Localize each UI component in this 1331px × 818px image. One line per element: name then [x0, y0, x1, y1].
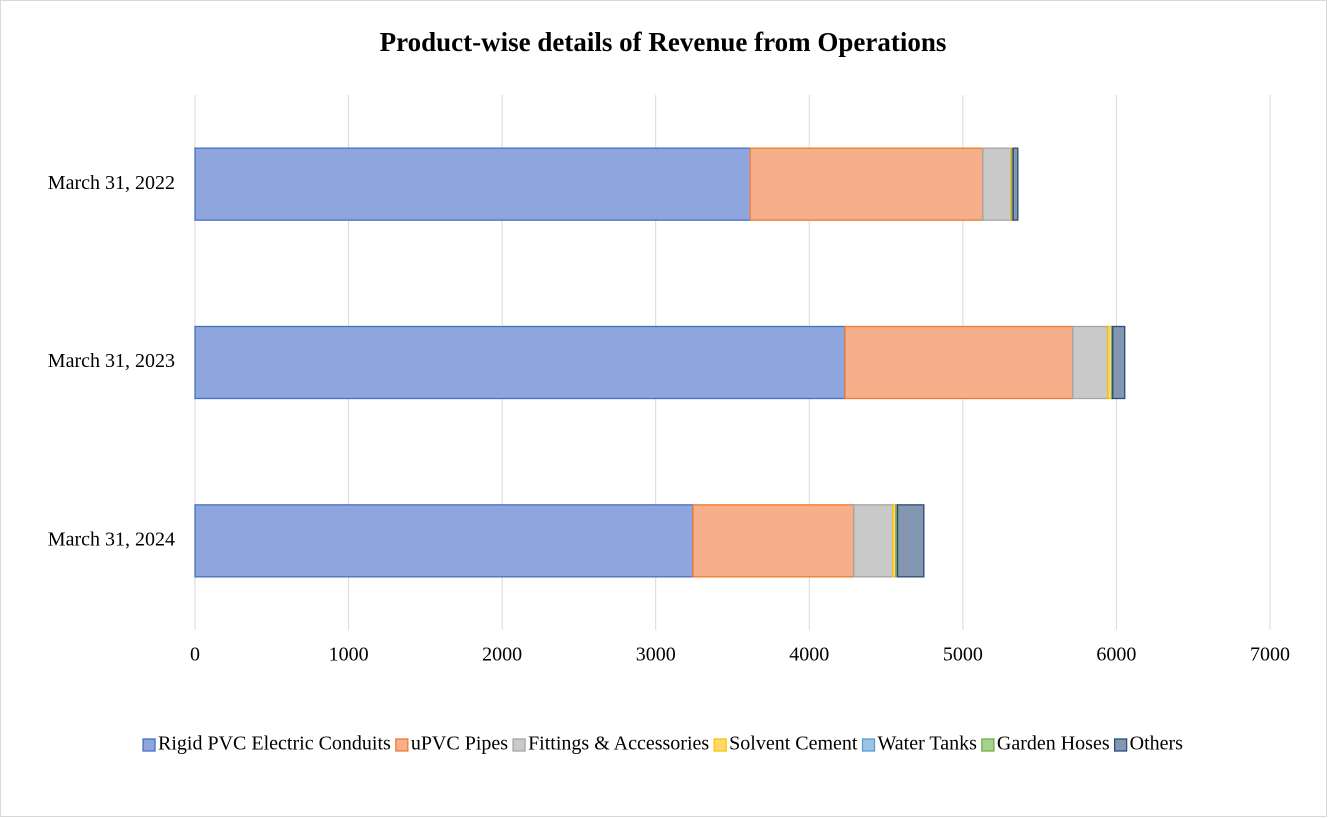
legend-label: Fittings & Accessories	[528, 733, 709, 755]
legend-swatch	[981, 738, 995, 752]
chart-title: Product-wise details of Revenue from Ope…	[380, 27, 947, 57]
bar-segment	[194, 325, 846, 400]
x-tick-label: 4000	[789, 644, 829, 666]
legend-label: Garden Hoses	[997, 733, 1110, 755]
bar-segment	[844, 325, 1074, 400]
x-tick-label: 0	[190, 644, 200, 666]
x-tick-label: 1000	[329, 644, 369, 666]
legend-swatch	[512, 738, 526, 752]
bar-segment	[1112, 325, 1126, 400]
legend-swatch	[861, 738, 876, 752]
legend-label: Water Tanks	[878, 733, 978, 755]
bar-segment	[1072, 325, 1109, 400]
x-tick-label: 7000	[1250, 644, 1290, 666]
legend-swatch	[1113, 738, 1128, 752]
x-tick-label: 6000	[1096, 644, 1136, 666]
legend-swatch	[395, 738, 409, 752]
legend-label: Others	[1130, 733, 1184, 755]
legend-label: uPVC Pipes	[411, 733, 508, 755]
legend-label: Solvent Cement	[729, 733, 858, 755]
bar-segment	[853, 504, 894, 578]
x-tick-label: 3000	[636, 644, 676, 666]
legend-label: Rigid PVC Electric Conduits	[158, 733, 391, 755]
x-tick-label: 5000	[943, 644, 983, 666]
legend-swatch	[142, 738, 156, 752]
bar-segment	[692, 504, 855, 578]
y-tick-label: March 31, 2023	[48, 350, 175, 372]
legend-swatch	[713, 738, 727, 752]
bar-segment	[1012, 147, 1019, 221]
y-tick-label: March 31, 2024	[48, 528, 175, 550]
y-tick-label: March 31, 2022	[48, 172, 175, 194]
bar-segment	[982, 147, 1012, 221]
bar-segment	[896, 504, 925, 578]
bar-segment	[749, 147, 984, 221]
bar-segment	[194, 504, 694, 578]
x-tick-label: 2000	[482, 644, 522, 666]
bar-segment	[194, 147, 751, 221]
